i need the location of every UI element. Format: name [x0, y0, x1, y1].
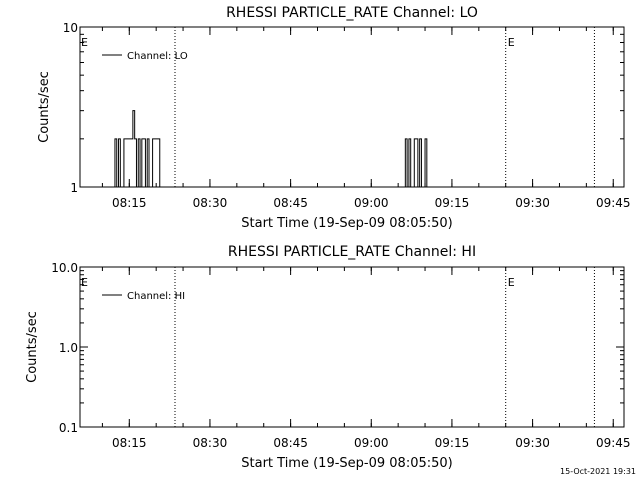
x-tick-label: 09:00: [354, 436, 389, 450]
generation-timestamp: 15-Oct-2021 19:31: [560, 467, 636, 476]
y-tick-label: 10.0: [51, 261, 78, 275]
y-tick-label: 10: [63, 21, 78, 35]
x-axis-label: Start Time (19-Sep-09 08:05:50): [241, 456, 452, 471]
event-marker: E: [508, 276, 515, 289]
plot-frame: [79, 26, 625, 188]
x-tick-label: 08:15: [112, 196, 147, 210]
x-tick-label: 09:00: [354, 196, 389, 210]
x-tick-label: 09:45: [596, 196, 631, 210]
legend-label: Channel: LO: [127, 51, 188, 62]
chart-title: RHESSI PARTICLE_RATE Channel: HI: [228, 244, 476, 260]
x-axis-label: Start Time (19-Sep-09 08:05:50): [241, 216, 452, 231]
x-tick-label: 08:45: [273, 196, 308, 210]
x-tick-label: 08:30: [193, 196, 228, 210]
series-line: [113, 110, 431, 188]
y-tick-label: 0.1: [59, 421, 78, 435]
y-tick-label: 1.0: [59, 341, 78, 355]
x-tick-label: 09:45: [596, 436, 631, 450]
chart-panel-1: RHESSI PARTICLE_RATE Channel: LO 08:15 08:…: [37, 5, 631, 231]
x-tick-label: 08:30: [193, 436, 228, 450]
x-tick-label: 09:15: [435, 196, 470, 210]
y-axis-label: Counts/sec: [37, 71, 52, 143]
x-tick-label: 09:30: [515, 196, 550, 210]
chart-panel-2: RHESSI PARTICLE_RATE Channel: HI 08:15 08:…: [25, 244, 631, 471]
legend-label: Channel: HI: [127, 291, 185, 302]
chart-title: RHESSI PARTICLE_RATE Channel: LO: [226, 5, 478, 21]
x-tick-label: 08:15: [112, 436, 147, 450]
event-marker: E: [81, 36, 88, 49]
y-axis-label: Counts/sec: [25, 311, 40, 383]
x-tick-label: 09:30: [515, 436, 550, 450]
event-marker: E: [81, 276, 88, 289]
x-tick-label: 09:15: [435, 436, 470, 450]
y-tick-label: 1: [70, 181, 78, 195]
event-marker: E: [508, 36, 515, 49]
x-tick-label: 08:45: [273, 436, 308, 450]
